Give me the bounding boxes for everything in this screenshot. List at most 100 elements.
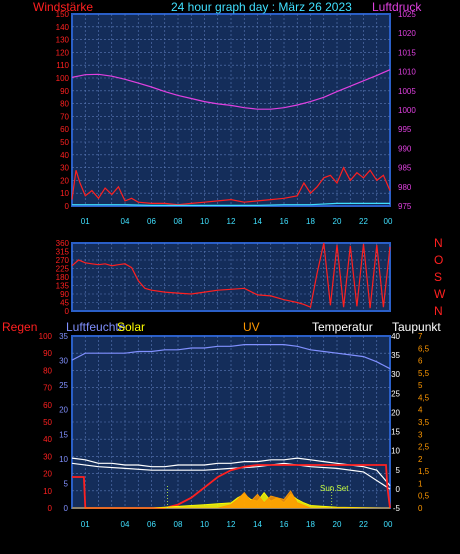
- y-left-tick-p1-150: 150: [56, 10, 70, 19]
- y-regen-tick-40: 40: [43, 435, 52, 444]
- header-title: 24 hour graph day : März 26 2023: [171, 0, 352, 14]
- x-tick-top-01: 01: [81, 217, 90, 226]
- y-feuchte-tick-20: 20: [59, 406, 68, 415]
- y-temp-tick-0: 0: [396, 485, 401, 494]
- y-right-tick-p1-980: 980: [398, 183, 412, 192]
- y-regen-tick-20: 20: [43, 470, 52, 479]
- x-tick-bottom-20: 20: [333, 520, 342, 529]
- y-left-tick-p1-140: 140: [56, 23, 70, 32]
- y-regen-tick-80: 80: [43, 366, 52, 375]
- y-regen-tick-100: 100: [39, 332, 53, 341]
- y-uv-tick-13: 6,5: [418, 344, 430, 353]
- y-uv-tick-8: 4: [418, 406, 423, 415]
- y-left-tick-p2-180: 180: [56, 273, 70, 282]
- y-right-tick-p1-1005: 1005: [398, 87, 416, 96]
- y-regen-tick-70: 70: [43, 384, 52, 393]
- x-tick-bottom-00: 00: [384, 520, 393, 529]
- y-left-tick-p2-225: 225: [56, 265, 70, 274]
- x-tick-bottom-18: 18: [306, 520, 315, 529]
- y-uv-tick-10: 5: [418, 381, 423, 390]
- y-left-tick-p2-0: 0: [65, 307, 70, 316]
- y-uv-tick-6: 3: [418, 430, 423, 439]
- y-right-tick-p1-1010: 1010: [398, 68, 416, 77]
- y-temp-tick-35: 35: [391, 351, 400, 360]
- y-temp-tick-15: 15: [391, 428, 400, 437]
- x-tick-top-14: 14: [253, 217, 262, 226]
- y-feuchte-tick-0: 0: [64, 504, 69, 513]
- y-right-tick-p1-1015: 1015: [398, 48, 416, 57]
- y-feuchte-tick-35: 35: [59, 332, 68, 341]
- x-tick-top-10: 10: [200, 217, 209, 226]
- x-tick-bottom-22: 22: [359, 520, 368, 529]
- compass-label-0: N: [434, 304, 443, 318]
- x-tick-bottom-06: 06: [147, 520, 156, 529]
- axis-label-regen: Regen: [2, 320, 37, 334]
- sunset-annotation: Sun.Set: [320, 484, 349, 493]
- y-left-tick-p1-130: 130: [56, 36, 70, 45]
- y-regen-tick-30: 30: [43, 452, 52, 461]
- x-tick-top-20: 20: [333, 217, 342, 226]
- y-left-tick-p1-70: 70: [60, 112, 69, 121]
- y-uv-tick-11: 5,5: [418, 369, 430, 378]
- header-left-label: Windstärke: [33, 0, 93, 14]
- y-uv-tick-14: 7: [418, 332, 423, 341]
- y-left-tick-p1-120: 120: [56, 48, 70, 57]
- y-temp-tick--5: -5: [393, 504, 401, 513]
- x-tick-bottom-12: 12: [227, 520, 236, 529]
- y-left-tick-p1-80: 80: [60, 100, 69, 109]
- axis-label-taupunkt: Taupunkt: [392, 320, 441, 334]
- y-temp-tick-5: 5: [396, 466, 401, 475]
- y-uv-tick-0: 0: [418, 504, 423, 513]
- y-temp-tick-20: 20: [391, 408, 400, 417]
- y-right-tick-p1-1000: 1000: [398, 106, 416, 115]
- y-left-tick-p1-0: 0: [65, 202, 70, 211]
- series-p1-luftdruck: [71, 69, 391, 110]
- y-right-tick-p1-985: 985: [398, 164, 412, 173]
- series-p1-wind: [71, 166, 391, 206]
- y-left-tick-p1-90: 90: [60, 87, 69, 96]
- compass-label-3: O: [434, 253, 443, 267]
- y-uv-tick-12: 6: [418, 357, 423, 366]
- x-tick-top-08: 08: [174, 217, 183, 226]
- y-regen-tick-50: 50: [43, 418, 52, 427]
- y-temp-tick-25: 25: [391, 389, 400, 398]
- x-tick-top-12: 12: [227, 217, 236, 226]
- y-feuchte-tick-5: 5: [64, 479, 69, 488]
- y-left-tick-p2-315: 315: [56, 248, 70, 257]
- y-left-tick-p1-110: 110: [56, 61, 69, 70]
- y-regen-tick-0: 0: [48, 504, 53, 513]
- y-uv-tick-3: 1,5: [418, 467, 430, 476]
- y-left-tick-p2-135: 135: [56, 282, 70, 291]
- series-p2-windrichtung: [71, 242, 391, 309]
- x-tick-top-06: 06: [147, 217, 156, 226]
- y-left-tick-p1-40: 40: [60, 151, 69, 160]
- x-tick-top-18: 18: [306, 217, 315, 226]
- y-uv-tick-4: 2: [418, 455, 423, 464]
- x-tick-top-00: 00: [384, 217, 393, 226]
- series-p3-luftfeuchte: [71, 344, 391, 370]
- compass-label-2: S: [434, 270, 442, 284]
- y-left-tick-p2-360: 360: [56, 239, 70, 248]
- x-tick-bottom-01: 01: [81, 520, 90, 529]
- series-p1-böen: [72, 202, 390, 206]
- series-p3-uv: [72, 490, 390, 509]
- compass-label-4: N: [434, 236, 443, 250]
- x-tick-top-04: 04: [121, 217, 130, 226]
- y-temp-tick-40: 40: [391, 332, 400, 341]
- series-layer: [71, 69, 391, 509]
- header-right-label: Luftdruck: [372, 0, 422, 14]
- y-left-tick-p1-100: 100: [56, 74, 70, 83]
- x-tick-bottom-14: 14: [253, 520, 262, 529]
- y-regen-tick-10: 10: [43, 487, 52, 496]
- y-temp-tick-30: 30: [391, 370, 400, 379]
- y-left-tick-p2-270: 270: [56, 256, 70, 265]
- grid-lines: [72, 14, 390, 508]
- series-p3-temperatur: [71, 457, 391, 486]
- y-right-tick-p1-1020: 1020: [398, 29, 416, 38]
- tick-labels: 0101040406060808101012121414161618182020…: [39, 10, 446, 529]
- y-left-tick-p1-60: 60: [60, 125, 69, 134]
- y-right-tick-p1-990: 990: [398, 144, 412, 153]
- y-regen-tick-90: 90: [43, 349, 52, 358]
- axis-label-luftfeuchte: Luftfeuchte: [66, 320, 126, 334]
- y-uv-tick-5: 2,5: [418, 443, 430, 452]
